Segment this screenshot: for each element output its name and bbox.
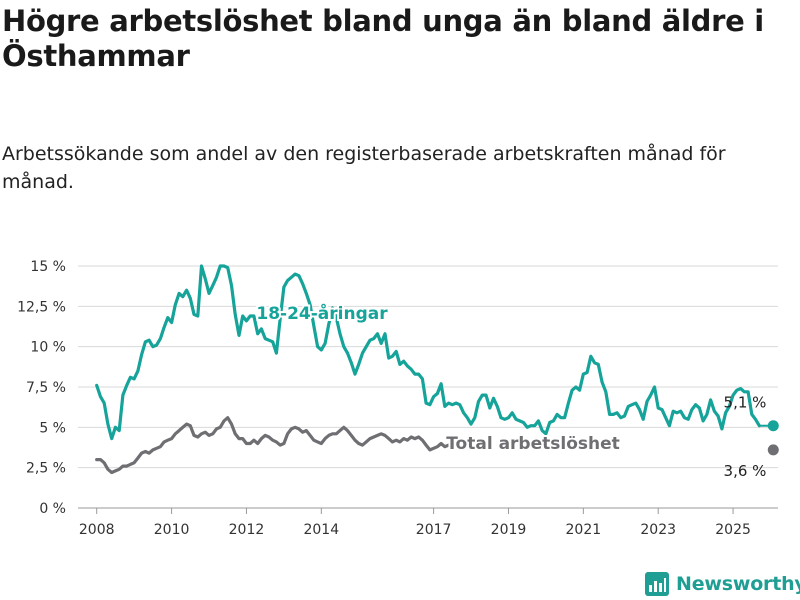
series-label-youth: 18-24-åringar <box>256 302 388 324</box>
end-value-label-total: 3,6 % <box>724 462 767 480</box>
chart-title: Högre arbetslöshet bland unga än bland ä… <box>2 4 764 73</box>
x-tick-label: 2023 <box>640 522 676 538</box>
label-layer: 0 % 2,5 % 5 % 7,5 % 10 % 12,5 % 15 % 2008 2010 20… <box>17 259 766 538</box>
brand-name: Newsworthy <box>676 573 800 595</box>
grid-layer <box>78 265 778 514</box>
end-value-label-youth: 5,1 % <box>724 394 767 412</box>
y-tick-label: 10 % <box>30 340 66 356</box>
x-tick-label: 2014 <box>303 522 339 538</box>
series-line-total <box>95 416 451 475</box>
series-label-total: Total arbetslöshet <box>446 434 620 454</box>
y-tick-label: 5 % <box>39 420 66 436</box>
x-tick-label: 2021 <box>566 522 602 538</box>
y-tick-label: 15 % <box>30 259 66 275</box>
x-tick-label: 2025 <box>715 522 751 538</box>
y-tick-label: 2,5 % <box>26 461 66 477</box>
series-end-marker-total <box>767 444 779 456</box>
x-tick-label: 2010 <box>154 522 190 538</box>
x-tick-label: 2012 <box>229 522 265 538</box>
y-tick-label: 7,5 % <box>26 380 66 396</box>
chart-subtitle: Arbetssökande som andel av den registerb… <box>2 143 726 193</box>
brand-logo: Newsworthy <box>644 570 800 598</box>
newsworthy-logo-icon <box>645 572 669 596</box>
series-line-youth <box>95 264 761 441</box>
x-tick-label: 2008 <box>79 522 115 538</box>
y-tick-label: 0 % <box>39 501 66 517</box>
y-tick-label: 12,5 % <box>17 299 66 315</box>
x-tick-label: 2019 <box>491 522 527 538</box>
x-tick-label: 2017 <box>416 522 452 538</box>
series-layer <box>95 264 779 475</box>
